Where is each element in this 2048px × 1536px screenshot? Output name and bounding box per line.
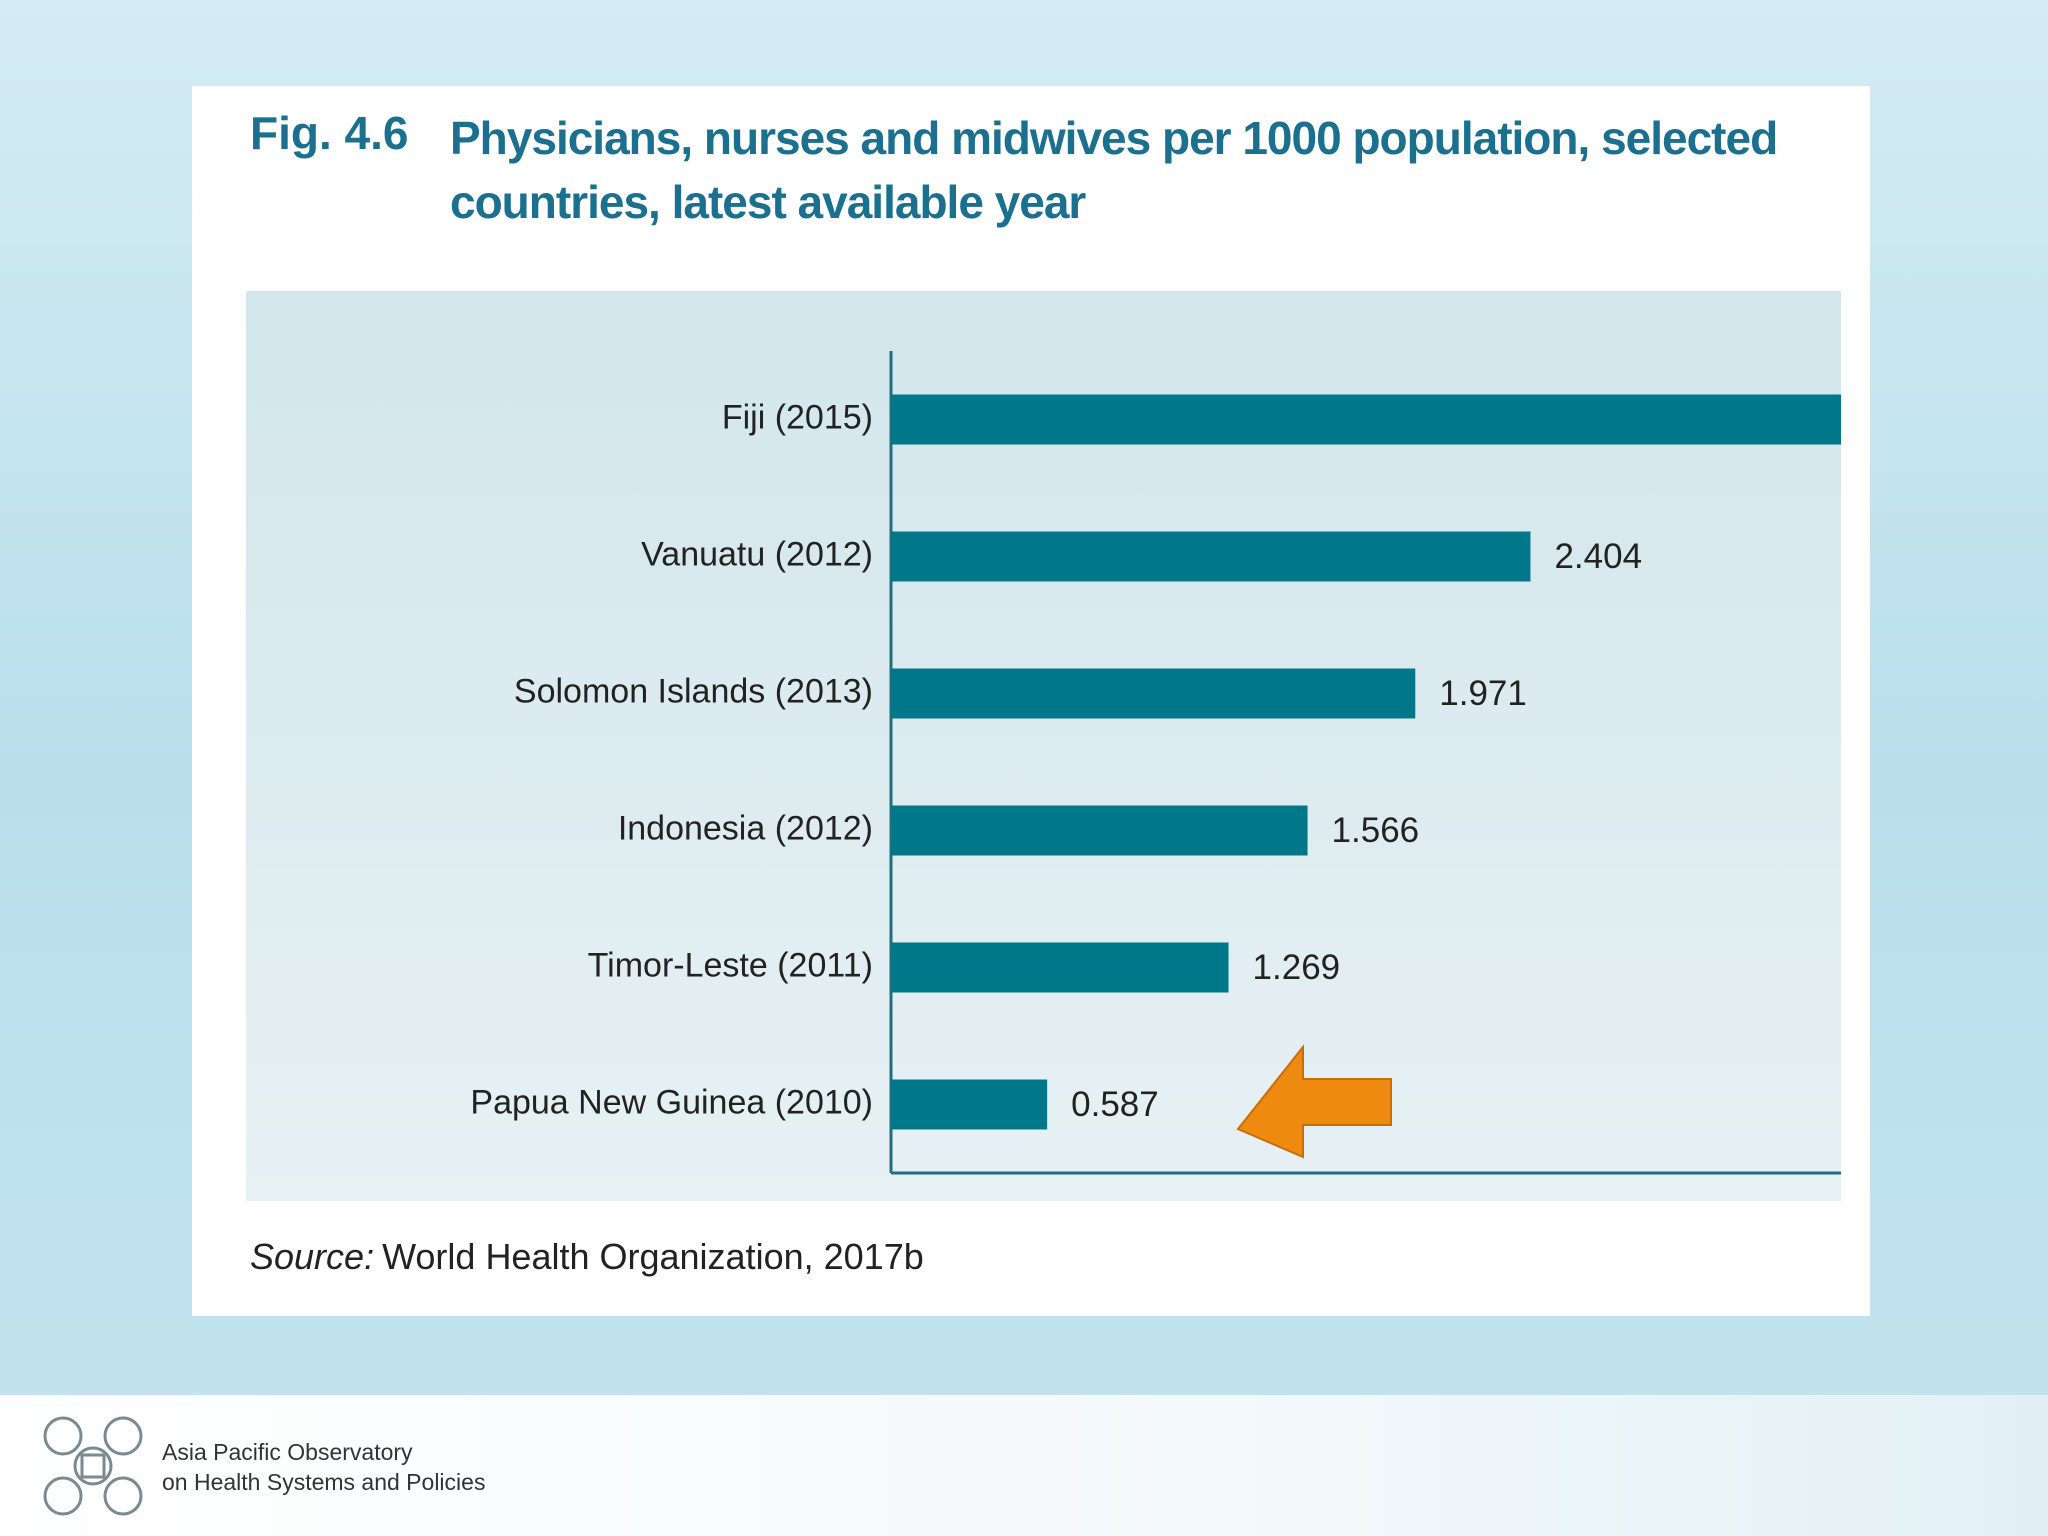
bar — [891, 805, 1308, 856]
y-tick-label: Timor-Leste (2011) — [588, 946, 873, 984]
source-label: Source: — [250, 1236, 375, 1277]
bar — [891, 531, 1531, 582]
bar — [891, 668, 1416, 719]
bar — [891, 942, 1229, 993]
bar — [891, 394, 1890, 445]
highlight-arrow — [1236, 1044, 1392, 1159]
bar — [891, 1079, 1048, 1130]
value-label: 0.587 — [1071, 1085, 1159, 1124]
footer-line: on Health Systems and Policies — [162, 1469, 486, 1495]
value-label: 1.269 — [1253, 948, 1341, 987]
y-tick-label: Vanuatu (2012) — [641, 535, 873, 573]
figure-card: Fig. 4.6 Physicians, nurses and midwives… — [192, 86, 2001, 1316]
y-tick-label: Papua New Guinea (2010) — [470, 1083, 873, 1121]
logo — [43, 1416, 143, 1516]
value-label: 1.566 — [1332, 811, 1420, 850]
y-tick-label: Indonesia (2012) — [618, 809, 873, 847]
y-tick-label: Fiji (2015) — [722, 398, 873, 436]
chart-title: Physicians, nurses and midwives per 1000… — [450, 112, 1778, 228]
footer: Asia Pacific Observatory on Health Syste… — [0, 1395, 2048, 1536]
value-label: 1.971 — [1439, 674, 1527, 713]
figure-label: Fig. 4.6 — [250, 107, 409, 159]
source-note: Source: World Health Organization, 2017b — [250, 1236, 924, 1278]
value-label: 2.404 — [1554, 537, 1642, 576]
source-text: World Health Organization, 2017b — [382, 1236, 924, 1277]
chart: 0.0000.5001.0001.5002.0002.5003.0003.500… — [470, 351, 2001, 1248]
footer-line: Asia Pacific Observatory — [162, 1439, 413, 1465]
chart-panel: 0.0000.5001.0001.5002.0002.5003.0003.500… — [246, 291, 2001, 1248]
y-tick-label: Solomon Islands (2013) — [514, 672, 873, 710]
